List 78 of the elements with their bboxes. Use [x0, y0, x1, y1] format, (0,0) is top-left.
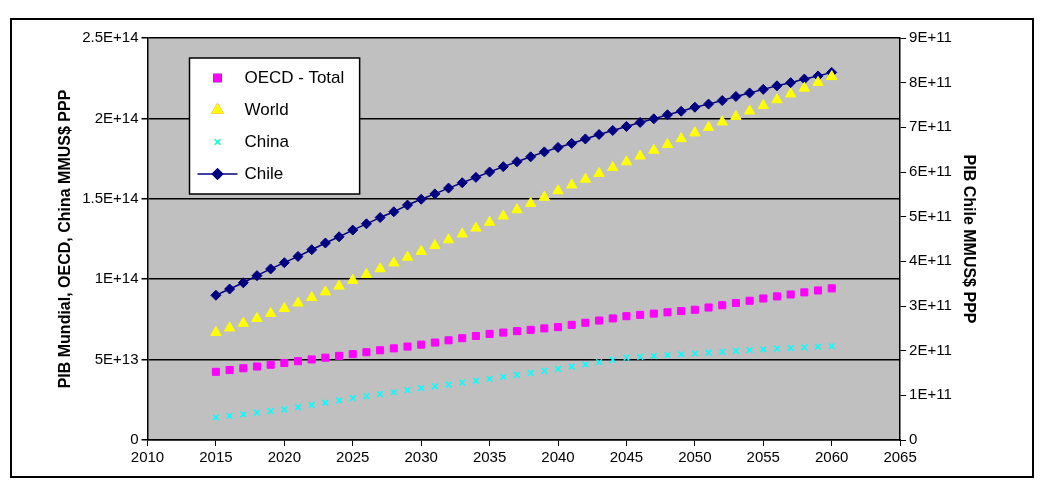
point [470, 171, 482, 183]
point [730, 91, 742, 103]
point [648, 113, 660, 125]
y-tick-label: 1E+14 [94, 269, 139, 287]
y2-tick-label: 8E+11 [909, 72, 952, 90]
point [306, 244, 318, 256]
legend-label: China [244, 131, 290, 151]
point [607, 124, 619, 136]
point [785, 77, 797, 89]
point [703, 98, 715, 110]
x-tick-label: 2040 [541, 448, 575, 466]
point [251, 270, 263, 282]
y2-tick-label: 2E+11 [909, 340, 952, 358]
legend-label: OECD - Total [244, 67, 345, 87]
point [716, 95, 728, 107]
point [237, 277, 249, 289]
y2-tick-label: 0 [909, 430, 918, 448]
point [347, 224, 359, 236]
point [566, 137, 578, 149]
point [292, 250, 304, 262]
y-tick-label: 0 [130, 430, 139, 448]
point [620, 120, 632, 132]
point [415, 193, 427, 205]
y2-tick-label: 4E+11 [909, 251, 952, 269]
y-tick-label: 2.5E+14 [82, 28, 139, 46]
point [319, 237, 331, 249]
point [525, 151, 537, 163]
y-tick-label: 2E+14 [94, 108, 139, 126]
y2-axis-title: PIB Chile MMUS$ PPP [960, 154, 978, 324]
y2-tick-label: 5E+11 [909, 206, 952, 224]
point [484, 166, 496, 178]
point [538, 146, 550, 158]
point [579, 133, 591, 145]
x-tick-label: 2035 [472, 448, 507, 466]
point [757, 83, 769, 95]
point [689, 101, 701, 113]
point [360, 218, 372, 230]
point [634, 116, 646, 128]
x-tick-label: 2025 [336, 448, 370, 466]
x-tick-label: 2020 [267, 448, 302, 466]
y-tick-label: 1.5E+14 [82, 188, 139, 206]
legend-label: Chile [244, 163, 284, 183]
x-tick-label: 2015 [199, 448, 233, 466]
point [511, 156, 523, 168]
point [278, 257, 290, 269]
point [374, 212, 386, 224]
y2-tick-label: 9E+11 [909, 28, 952, 46]
point [210, 289, 222, 301]
x-tick-label: 2050 [678, 448, 712, 466]
x-tick-label: 2010 [130, 448, 165, 466]
x-tick-label: 2045 [609, 448, 644, 466]
point [675, 105, 687, 117]
point [388, 206, 400, 218]
y2-tick-label: 6E+11 [909, 162, 952, 180]
y-axis-title: PIB Mundial, OECD, China MMUS$ PPP [56, 89, 74, 389]
point [552, 141, 564, 153]
y2-tick-label: 7E+11 [909, 117, 952, 135]
point [443, 182, 455, 194]
point [744, 87, 756, 99]
point [333, 231, 345, 243]
y2-tick-label: 3E+11 [909, 296, 952, 314]
point [593, 128, 605, 140]
legend-label: World [244, 99, 289, 119]
point [224, 283, 236, 295]
y-tick-label: 5E+13 [94, 349, 139, 367]
x-tick-label: 2060 [815, 448, 849, 466]
point [771, 80, 783, 92]
point [456, 177, 468, 189]
x-tick-label: 2055 [746, 448, 780, 466]
y2-tick-label: 1E+11 [909, 385, 952, 403]
point [798, 73, 810, 85]
point [265, 263, 277, 275]
x-tick-label: 2065 [883, 448, 917, 466]
point [497, 161, 509, 173]
point [402, 199, 413, 211]
point [661, 109, 673, 121]
x-tick-label: 2030 [404, 448, 438, 466]
point [429, 188, 441, 200]
